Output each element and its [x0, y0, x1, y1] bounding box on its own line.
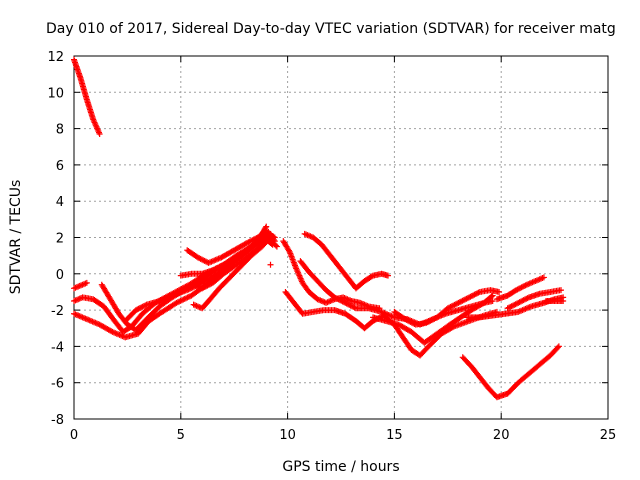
- x-tick-label: 25: [600, 428, 617, 443]
- x-tick-label: 20: [493, 428, 510, 443]
- series-track-1: [71, 57, 103, 137]
- data-marks: [71, 57, 566, 401]
- x-tick-label: 0: [70, 428, 78, 443]
- series-track-19: [494, 274, 547, 302]
- series-track-17: [460, 343, 562, 400]
- series-track-21: [543, 298, 566, 304]
- y-tick-label: 0: [56, 268, 64, 283]
- data-point: [560, 298, 566, 304]
- y-tick-label: 4: [56, 195, 64, 210]
- series-track-14: [302, 231, 391, 291]
- x-axis-label: GPS time / hours: [282, 459, 399, 475]
- chart-title: Day 010 of 2017, Sidereal Day-to-day VTE…: [46, 21, 616, 37]
- y-tick-label: -6: [51, 377, 64, 392]
- y-tick-label: -2: [51, 304, 64, 319]
- y-tick-label: -8: [51, 413, 64, 428]
- data-point: [496, 289, 502, 295]
- y-tick-label: 8: [56, 123, 64, 138]
- series-track-22: [268, 262, 274, 268]
- series-track-11: [280, 238, 382, 311]
- sdtvar-chart: Day 010 of 2017, Sidereal Day-to-day VTE…: [0, 0, 640, 480]
- y-tick-label: 6: [56, 159, 64, 174]
- data-point: [268, 262, 274, 268]
- axis-ticks: 0 5 10 15 20 25 -8 -6 -4 -2 0 2 4 6 8 10 12: [47, 50, 616, 443]
- y-tick-label: -4: [51, 340, 64, 355]
- y-tick-label: 2: [56, 232, 64, 247]
- series-track-16: [391, 287, 502, 327]
- y-tick-label: 10: [47, 86, 64, 101]
- x-tick-label: 10: [279, 428, 296, 443]
- y-tick-label: 12: [47, 50, 64, 65]
- x-tick-label: 5: [177, 428, 185, 443]
- x-tick-label: 15: [386, 428, 403, 443]
- grid: [74, 56, 608, 419]
- y-axis-label: SDTVAR / TECUs: [8, 180, 24, 295]
